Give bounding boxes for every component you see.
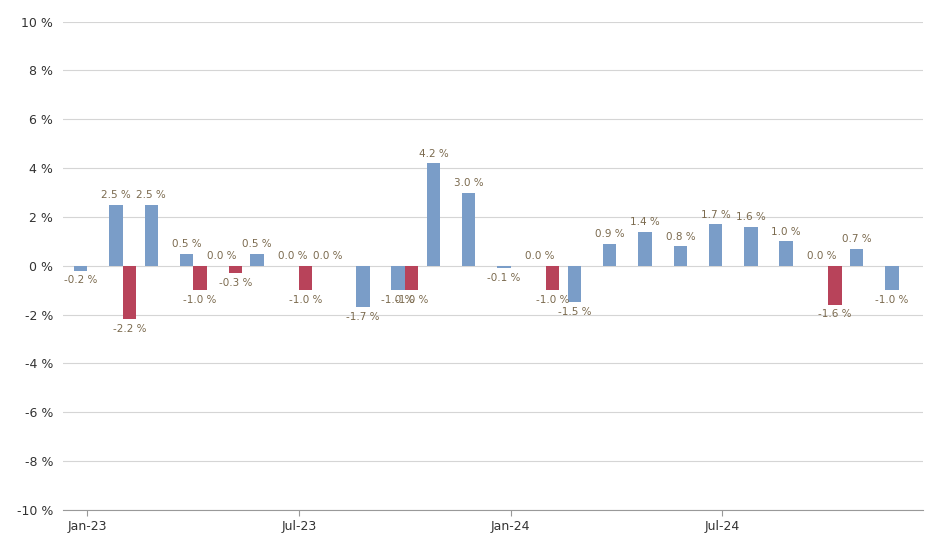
Text: -1.7 %: -1.7 %: [346, 312, 380, 322]
Bar: [850, 249, 863, 266]
Text: 0.8 %: 0.8 %: [666, 232, 696, 242]
Text: 0.0 %: 0.0 %: [525, 251, 554, 261]
Bar: [145, 205, 158, 266]
Text: 0.5 %: 0.5 %: [172, 239, 201, 249]
Text: -1.0 %: -1.0 %: [183, 295, 216, 305]
Text: 0.0 %: 0.0 %: [207, 251, 237, 261]
Text: 1.4 %: 1.4 %: [630, 217, 660, 227]
Text: 2.5 %: 2.5 %: [102, 190, 131, 200]
Text: 1.7 %: 1.7 %: [700, 210, 730, 220]
Text: 0.7 %: 0.7 %: [842, 234, 871, 244]
Bar: [250, 254, 264, 266]
Bar: [709, 224, 722, 266]
Bar: [546, 266, 559, 290]
Bar: [123, 266, 136, 320]
Text: -1.0 %: -1.0 %: [290, 295, 322, 305]
Bar: [638, 232, 651, 266]
Bar: [299, 266, 312, 290]
Text: 0.9 %: 0.9 %: [595, 229, 624, 239]
Text: -0.1 %: -0.1 %: [487, 273, 521, 283]
Bar: [180, 254, 194, 266]
Text: -2.2 %: -2.2 %: [113, 324, 147, 334]
Text: -1.0 %: -1.0 %: [536, 295, 570, 305]
Bar: [109, 205, 123, 266]
Bar: [568, 266, 581, 302]
Text: 1.6 %: 1.6 %: [736, 212, 766, 222]
Bar: [405, 266, 418, 290]
Text: -1.0 %: -1.0 %: [382, 295, 415, 305]
Text: 0.0 %: 0.0 %: [807, 251, 837, 261]
Bar: [828, 266, 841, 305]
Bar: [74, 266, 87, 271]
Bar: [228, 266, 242, 273]
Text: -1.0 %: -1.0 %: [395, 295, 429, 305]
Bar: [885, 266, 899, 290]
Bar: [779, 241, 792, 266]
Bar: [391, 266, 405, 290]
Text: 0.0 %: 0.0 %: [313, 251, 342, 261]
Text: 0.5 %: 0.5 %: [243, 239, 272, 249]
Text: -0.2 %: -0.2 %: [64, 275, 98, 285]
Text: -0.3 %: -0.3 %: [218, 278, 252, 288]
Text: -1.5 %: -1.5 %: [557, 307, 591, 317]
Bar: [603, 244, 617, 266]
Bar: [356, 266, 369, 307]
Text: -1.6 %: -1.6 %: [818, 309, 852, 319]
Bar: [497, 266, 510, 268]
Bar: [462, 192, 476, 266]
Text: -1.0 %: -1.0 %: [875, 295, 909, 305]
Bar: [674, 246, 687, 266]
Bar: [744, 227, 758, 266]
Bar: [427, 163, 440, 266]
Text: 0.0 %: 0.0 %: [277, 251, 307, 261]
Text: 1.0 %: 1.0 %: [772, 227, 801, 237]
Bar: [194, 266, 207, 290]
Text: 3.0 %: 3.0 %: [454, 178, 483, 188]
Text: 4.2 %: 4.2 %: [418, 149, 448, 159]
Text: 2.5 %: 2.5 %: [136, 190, 166, 200]
